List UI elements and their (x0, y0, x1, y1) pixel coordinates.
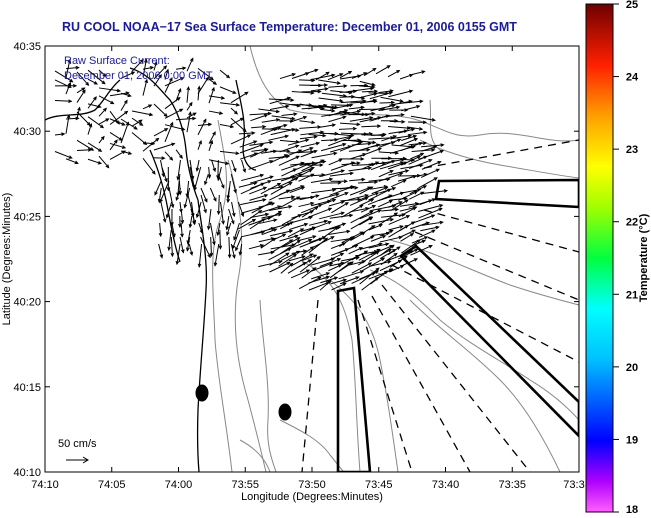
colorbar-label: Temperature (°C) (638, 213, 650, 302)
y-tick-label: 40:35 (13, 41, 41, 53)
temperature-colorbar (585, 3, 614, 513)
x-tick-label: 73:3 (563, 479, 584, 491)
colorbar-ticks: 25 24 23 22 21 20 19 18 (613, 0, 639, 516)
y-tick-label: 40:30 (13, 126, 41, 138)
y-tick-label: 40:25 (13, 211, 41, 223)
colorbar-tick-label: 23 (626, 144, 638, 156)
y-tick-label: 40:10 (13, 467, 41, 479)
x-tick-label: 73:40 (432, 479, 460, 491)
y-axis-ticks: 40:35 40:30 40:25 40:20 40:15 40:10 (13, 41, 579, 479)
colorbar-tick-label: 24 (626, 72, 639, 84)
scale-arrow (66, 456, 89, 464)
surface-current-vectors (54, 57, 449, 291)
x-axis-ticks: 74:10 74:05 74:00 73:55 73:50 73:45 73:40 73:35… (31, 46, 585, 491)
x-tick-label: 74:10 (31, 479, 59, 491)
colorbar-tick-label: 25 (626, 0, 638, 11)
radar-site-marker-2 (278, 403, 292, 421)
colorbar-tick-label: 19 (626, 434, 638, 446)
x-tick-label: 73:35 (498, 479, 526, 491)
y-axis-label: Latitude (Degrees:Minutes) (1, 193, 13, 326)
x-tick-label: 74:05 (98, 479, 126, 491)
legend-current-date: December 01, 2006 0:00 GMT (64, 70, 213, 82)
baseline-boxes (336, 178, 579, 472)
y-tick-label: 40:15 (13, 382, 41, 394)
y-tick-label: 40:20 (13, 297, 41, 309)
map-title: RU COOL NOAA−17 Sea Surface Temperature:… (62, 20, 517, 34)
colorbar-tick-label: 20 (626, 362, 638, 374)
colorbar-tick-label: 22 (626, 217, 638, 229)
colorbar-tick-label: 18 (626, 504, 638, 516)
x-tick-label: 73:45 (365, 479, 393, 491)
x-tick-label: 73:55 (231, 479, 259, 491)
x-tick-label: 74:00 (165, 479, 193, 491)
scale-label: 50 cm/s (58, 438, 97, 450)
x-tick-label: 73:50 (298, 479, 326, 491)
legend-current-title: Raw Surface Current: (64, 55, 170, 67)
radar-site-marker-1 (195, 384, 209, 402)
plot-area (45, 46, 579, 472)
x-axis-label: Longitude (Degrees:Minutes) (241, 491, 383, 503)
colorbar-tick-label: 21 (626, 289, 638, 301)
bathymetry-contours (212, 46, 579, 472)
